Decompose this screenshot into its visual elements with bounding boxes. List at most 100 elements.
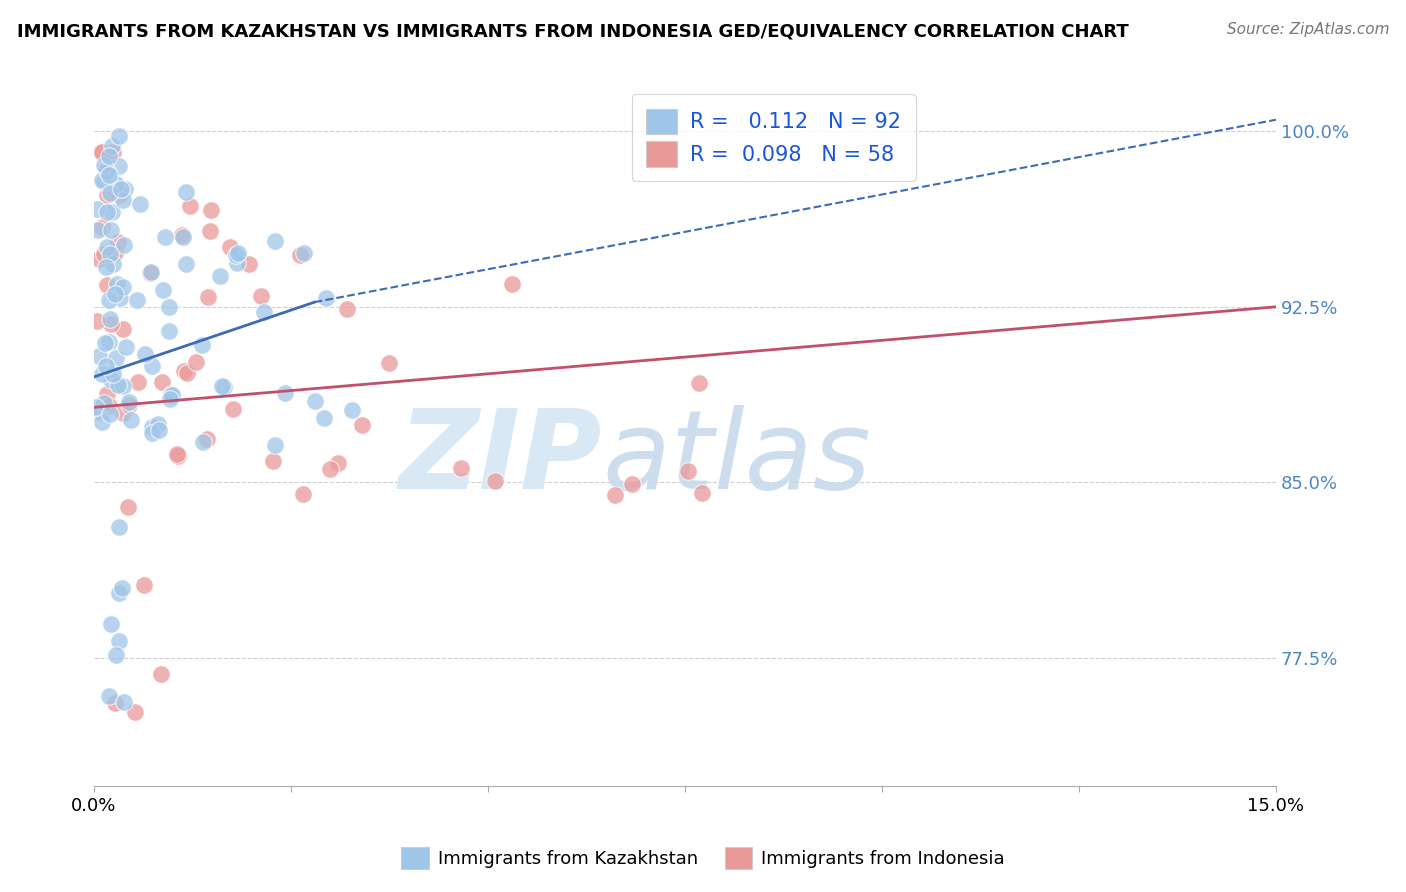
- Point: [111, 193, 134, 207]
- Point: [108, 291, 131, 305]
- Point: [100, 317, 122, 331]
- Point: [191, 338, 214, 352]
- Point: [96, 260, 118, 274]
- Point: [89, 349, 111, 363]
- Point: [86, 222, 108, 236]
- Point: [148, 417, 170, 432]
- Point: [262, 454, 284, 468]
- Point: [100, 617, 122, 632]
- Point: [98, 407, 121, 421]
- Point: [103, 257, 125, 271]
- Point: [209, 268, 232, 283]
- Point: [90, 367, 112, 381]
- Point: [112, 237, 135, 252]
- Point: [111, 582, 134, 596]
- Point: [621, 476, 644, 491]
- Point: [288, 248, 311, 262]
- Point: [98, 186, 121, 201]
- Point: [141, 359, 163, 374]
- Point: [114, 182, 136, 196]
- Point: [225, 248, 247, 262]
- Legend: Immigrants from Kazakhstan, Immigrants from Indonesia: Immigrants from Kazakhstan, Immigrants f…: [394, 839, 1012, 876]
- Point: [114, 340, 136, 354]
- Point: [263, 234, 285, 248]
- Point: [315, 291, 337, 305]
- Point: [87, 252, 110, 266]
- Point: [166, 447, 188, 461]
- Point: [98, 168, 121, 182]
- Point: [166, 450, 188, 464]
- Text: Source: ZipAtlas.com: Source: ZipAtlas.com: [1226, 22, 1389, 37]
- Point: [112, 280, 135, 294]
- Point: [134, 347, 156, 361]
- Point: [86, 314, 108, 328]
- Point: [86, 202, 108, 217]
- Point: [222, 402, 245, 417]
- Point: [352, 418, 374, 433]
- Point: [127, 376, 149, 390]
- Point: [91, 172, 114, 186]
- Point: [96, 240, 118, 254]
- Point: [155, 230, 177, 244]
- Point: [87, 405, 110, 419]
- Point: [96, 386, 118, 401]
- Point: [249, 289, 271, 303]
- Point: [93, 247, 115, 261]
- Point: [129, 197, 152, 211]
- Point: [238, 257, 260, 271]
- Point: [107, 129, 129, 144]
- Point: [125, 293, 148, 308]
- Point: [253, 304, 276, 318]
- Point: [141, 426, 163, 441]
- Point: [120, 413, 142, 427]
- Point: [101, 139, 124, 153]
- Point: [117, 500, 139, 515]
- Point: [96, 204, 118, 219]
- Point: [450, 461, 472, 475]
- Point: [104, 351, 127, 365]
- Point: [326, 456, 349, 470]
- Point: [292, 487, 315, 501]
- Point: [98, 293, 121, 307]
- Point: [377, 356, 399, 370]
- Point: [112, 695, 135, 709]
- Point: [152, 284, 174, 298]
- Point: [191, 434, 214, 449]
- Point: [104, 246, 127, 260]
- Point: [150, 375, 173, 389]
- Point: [174, 257, 197, 271]
- Point: [111, 322, 134, 336]
- Point: [98, 400, 121, 414]
- Point: [336, 301, 359, 316]
- Point: [157, 300, 180, 314]
- Point: [84, 401, 107, 415]
- Text: atlas: atlas: [602, 405, 870, 512]
- Point: [104, 286, 127, 301]
- Point: [160, 388, 183, 402]
- Point: [141, 265, 163, 279]
- Point: [91, 145, 114, 159]
- Point: [226, 246, 249, 260]
- Point: [172, 230, 194, 244]
- Point: [108, 520, 131, 534]
- Point: [97, 335, 120, 350]
- Point: [211, 378, 233, 392]
- Point: [104, 696, 127, 710]
- Point: [159, 392, 181, 406]
- Text: ZIP: ZIP: [399, 405, 602, 512]
- Point: [105, 277, 128, 291]
- Point: [118, 398, 141, 412]
- Point: [603, 487, 626, 501]
- Point: [108, 159, 131, 173]
- Point: [312, 411, 335, 425]
- Point: [93, 175, 115, 189]
- Point: [159, 387, 181, 401]
- Point: [688, 376, 710, 390]
- Point: [100, 222, 122, 236]
- Point: [103, 145, 125, 159]
- Point: [292, 246, 315, 260]
- Point: [107, 585, 129, 599]
- Point: [94, 359, 117, 373]
- Point: [148, 423, 170, 437]
- Point: [104, 648, 127, 662]
